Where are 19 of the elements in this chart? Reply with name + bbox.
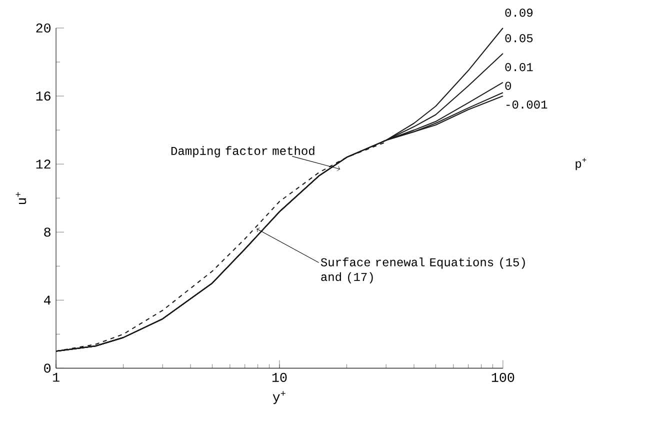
- text: p$^{+}$: [576, 158, 586, 170]
- series-label: 0: [505, 82, 511, 90]
- x-tick-label: 10: [272, 372, 287, 382]
- y-tick-label: 8: [44, 227, 50, 237]
- x-axis-title: y$^{+}$: [272, 391, 286, 404]
- annotation: Damping factor method: [171, 146, 314, 158]
- series-label: -0.001: [506, 100, 548, 109]
- y-tick-label: 16: [36, 91, 50, 100]
- series-label: 0.05: [505, 34, 533, 42]
- series-label: 0.09: [505, 8, 533, 17]
- series-label: 0.01: [505, 62, 533, 72]
- y-tick-label: 20: [36, 23, 51, 32]
- y-tick-label: 0: [44, 364, 51, 373]
- annotation: Surface renewal Equations (15) and (17): [320, 257, 525, 284]
- y-tick-label: 12: [36, 160, 50, 168]
- y-axis-title: u$^{+}$: [16, 192, 26, 204]
- x-tick-label: 100: [492, 372, 514, 382]
- y-tick-label: 4: [44, 296, 51, 304]
- x-tick-label: 1: [52, 372, 60, 382]
